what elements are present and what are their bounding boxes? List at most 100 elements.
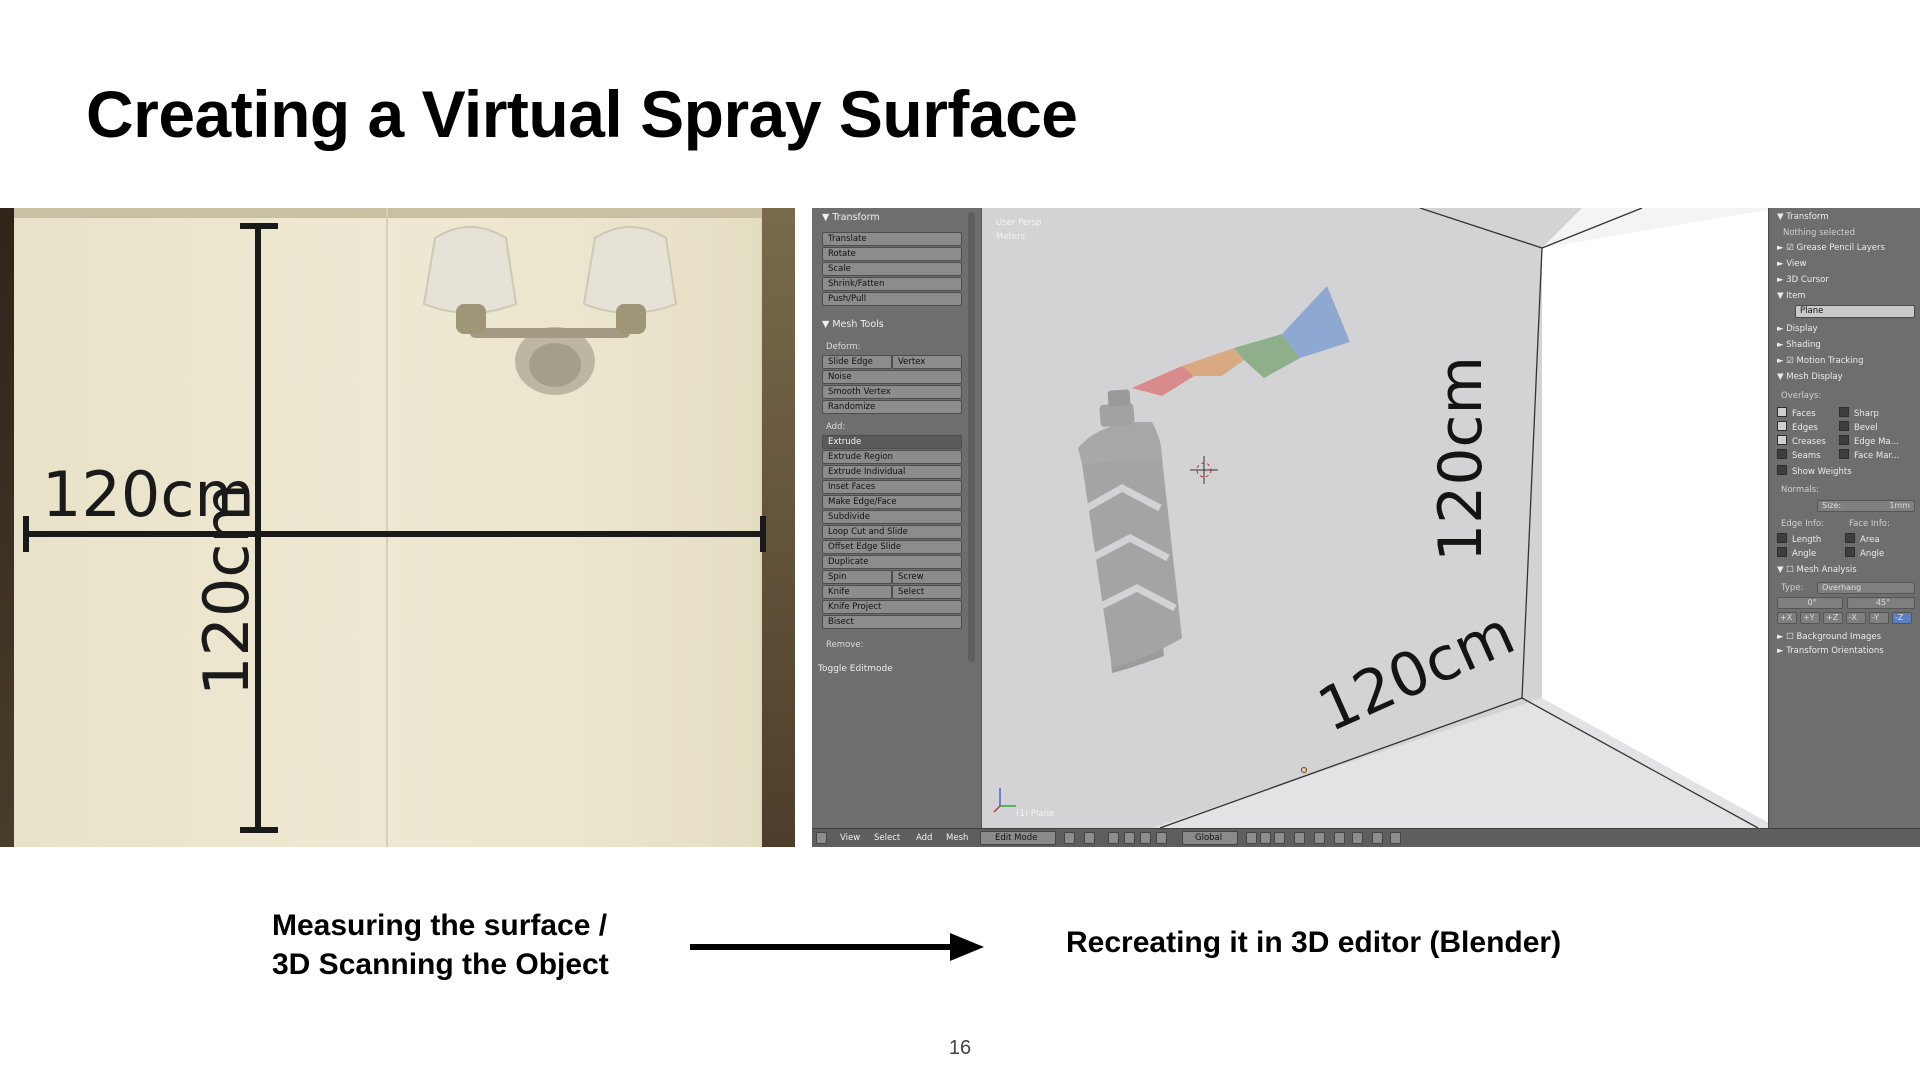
display-header[interactable]: ► Display	[1777, 324, 1818, 334]
snap-target-icon[interactable]	[1352, 832, 1363, 844]
face-select-icon[interactable]	[1274, 832, 1285, 844]
rotate-button[interactable]: Rotate	[822, 247, 962, 261]
render-animation-icon[interactable]	[1390, 832, 1401, 844]
mesh-analysis-header[interactable]: ▼ ☐ Mesh Analysis	[1777, 565, 1857, 575]
shrink-fatten-button[interactable]: Shrink/Fatten	[822, 277, 962, 291]
screw-button[interactable]: Screw	[892, 570, 962, 584]
edges-checkbox[interactable]: Edges	[1777, 421, 1818, 433]
axis-pos-x-button[interactable]: +X	[1777, 612, 1797, 624]
toggle-editmode-label[interactable]: Toggle Editmode	[818, 664, 893, 674]
sharp-checkbox[interactable]: Sharp	[1839, 407, 1879, 419]
area-checkbox[interactable]: Area	[1845, 533, 1880, 545]
view-menu[interactable]: View	[840, 833, 861, 843]
face-angle-checkbox[interactable]: Angle	[1845, 547, 1884, 559]
snap-icon[interactable]	[1334, 832, 1345, 844]
remove-label: Remove:	[826, 640, 864, 650]
length-checkbox[interactable]: Length	[1777, 533, 1821, 545]
view-header[interactable]: ► View	[1777, 259, 1807, 269]
axis-neg-z-button[interactable]: -Z	[1892, 612, 1912, 624]
3d-viewport[interactable]: User Persp Meters (1) Plane 120cm 120cm	[982, 208, 1778, 828]
editor-type-icon[interactable]	[816, 832, 827, 844]
pivot-icon[interactable]	[1084, 832, 1095, 844]
render-icon[interactable]	[1372, 832, 1383, 844]
photo-left-shadow	[0, 208, 14, 847]
slide-edge-button[interactable]: Slide Edge	[822, 355, 892, 369]
nothing-selected-label: Nothing selected	[1783, 228, 1856, 238]
transform-panel-header[interactable]: ▼ Transform	[822, 212, 880, 223]
loop-cut-button[interactable]: Loop Cut and Slide	[822, 525, 962, 539]
faces-checkbox[interactable]: Faces	[1777, 407, 1816, 419]
axis-neg-x-button[interactable]: -X	[1846, 612, 1866, 624]
face-marks-checkbox[interactable]: Face Mar...	[1839, 449, 1899, 461]
translate-button[interactable]: Translate	[822, 232, 962, 246]
vertex-select-icon[interactable]	[1246, 832, 1257, 844]
rotate-manipulator-icon[interactable]	[1140, 832, 1151, 844]
knife-project-button[interactable]: Knife Project	[822, 600, 962, 614]
scale-manipulator-icon[interactable]	[1156, 832, 1167, 844]
motion-tracking-header[interactable]: ► ☑ Motion Tracking	[1777, 356, 1864, 366]
randomize-button[interactable]: Randomize	[822, 400, 962, 414]
bevel-checkbox[interactable]: Bevel	[1839, 421, 1878, 433]
knife-select-button[interactable]: Select	[892, 585, 962, 599]
mode-dropdown[interactable]: Edit Mode	[980, 831, 1056, 845]
edge-select-icon[interactable]	[1260, 832, 1271, 844]
proportional-edit-icon[interactable]	[1314, 832, 1325, 844]
orientation-dropdown[interactable]: Global	[1182, 831, 1238, 845]
subdivide-button[interactable]: Subdivide	[822, 510, 962, 524]
creases-checkbox[interactable]: Creases	[1777, 435, 1826, 447]
push-pull-button[interactable]: Push/Pull	[822, 292, 962, 306]
smooth-vertex-button[interactable]: Smooth Vertex	[822, 385, 962, 399]
offset-edge-slide-button[interactable]: Offset Edge Slide	[822, 540, 962, 554]
spin-button[interactable]: Spin	[822, 570, 892, 584]
background-images-header[interactable]: ► ☐ Background Images	[1777, 632, 1882, 642]
normals-label: Normals:	[1781, 485, 1820, 495]
mesh-display-header[interactable]: ▼ Mesh Display	[1777, 372, 1843, 382]
extrude-individual-button[interactable]: Extrude Individual	[822, 465, 962, 479]
edge-angle-checkbox[interactable]: Angle	[1777, 547, 1816, 559]
bisect-button[interactable]: Bisect	[822, 615, 962, 629]
grease-pencil-header[interactable]: ► ☑ Grease Pencil Layers	[1777, 243, 1885, 253]
manipulator-icon[interactable]	[1108, 832, 1119, 844]
measurement-lines	[23, 223, 766, 833]
axis-neg-y-button[interactable]: -Y	[1869, 612, 1889, 624]
vertical-measure-label: 120cm	[190, 483, 263, 696]
vertex-button[interactable]: Vertex	[892, 355, 962, 369]
type-dropdown[interactable]: Overhang	[1817, 582, 1915, 594]
3d-cursor-header[interactable]: ► 3D Cursor	[1777, 275, 1829, 285]
add-menu[interactable]: Add	[916, 833, 933, 843]
edge-marks-checkbox[interactable]: Edge Ma...	[1839, 435, 1899, 447]
axis-pos-y-button[interactable]: +Y	[1800, 612, 1820, 624]
show-weights-checkbox[interactable]: Show Weights	[1777, 465, 1852, 477]
props-transform-header[interactable]: ▼ Transform	[1777, 212, 1829, 222]
normals-size-field[interactable]: Size: 1mm	[1817, 500, 1915, 512]
shading-icon[interactable]	[1064, 832, 1075, 844]
wall-lamp-image	[422, 226, 678, 395]
axis-pos-z-button[interactable]: +Z	[1823, 612, 1843, 624]
view-units: Meters	[996, 232, 1026, 242]
noise-button[interactable]: Noise	[822, 370, 962, 384]
tool-shelf-scrollbar[interactable]	[968, 212, 975, 662]
select-menu[interactable]: Select	[874, 833, 901, 843]
make-edge-face-button[interactable]: Make Edge/Face	[822, 495, 962, 509]
mesh-tools-header[interactable]: ▼ Mesh Tools	[822, 319, 884, 330]
extrude-region-button[interactable]: Extrude Region	[822, 450, 962, 464]
duplicate-button[interactable]: Duplicate	[822, 555, 962, 569]
transform-orientations-header[interactable]: ► Transform Orientations	[1777, 646, 1884, 656]
inset-faces-button[interactable]: Inset Faces	[822, 480, 962, 494]
3d-cursor-icon[interactable]	[1190, 456, 1218, 484]
item-name-field[interactable]: Plane	[1795, 305, 1915, 318]
right-caption: Recreating it in 3D editor (Blender)	[1066, 926, 1562, 959]
item-header[interactable]: ▼ Item	[1777, 291, 1806, 301]
mesh-menu[interactable]: Mesh	[946, 833, 969, 843]
range-min-field[interactable]: 0°	[1777, 597, 1843, 609]
range-max-field[interactable]: 45°	[1847, 597, 1915, 609]
seams-checkbox[interactable]: Seams	[1777, 449, 1821, 461]
knife-button[interactable]: Knife	[822, 585, 892, 599]
properties-panel: ▼ Transform Nothing selected ► ☑ Grease …	[1768, 208, 1920, 828]
extrude-button[interactable]: Extrude	[822, 435, 962, 449]
occlude-geometry-icon[interactable]	[1294, 832, 1305, 844]
shading-header[interactable]: ► Shading	[1777, 340, 1821, 350]
photo-right-shadow	[762, 208, 795, 847]
translate-manipulator-icon[interactable]	[1124, 832, 1135, 844]
scale-button[interactable]: Scale	[822, 262, 962, 276]
